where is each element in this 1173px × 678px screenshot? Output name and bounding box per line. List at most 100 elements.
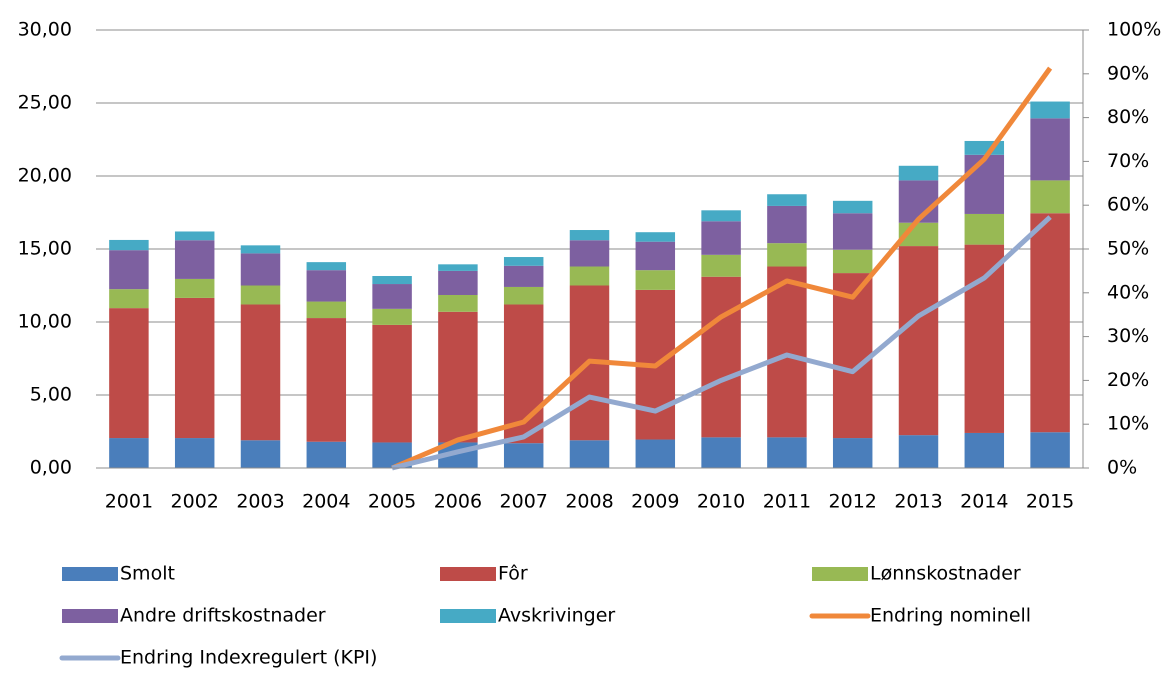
x-tick-label: 2013 bbox=[894, 491, 942, 513]
bar-segment bbox=[174, 240, 215, 279]
bar-segment bbox=[1030, 101, 1070, 119]
bar-segment bbox=[240, 253, 281, 286]
bar-segment bbox=[964, 432, 1005, 468]
bar-segment bbox=[438, 264, 478, 271]
legend-label: Lønnskostnader bbox=[870, 563, 1021, 585]
y2-tick-label: 40% bbox=[1107, 281, 1149, 303]
y2-tick-label: 0% bbox=[1107, 457, 1137, 479]
legend-label: Endring Indexregulert (KPI) bbox=[120, 647, 377, 669]
bar-segment bbox=[372, 284, 412, 309]
y-tick-label: 20,00 bbox=[18, 165, 72, 187]
bar-segment bbox=[109, 239, 149, 251]
bar-segment bbox=[503, 265, 544, 287]
bar-segment bbox=[701, 276, 741, 438]
bar-segment bbox=[832, 213, 873, 250]
y2-tick-label: 70% bbox=[1107, 150, 1149, 172]
bar-segment bbox=[898, 165, 939, 181]
bar-segment bbox=[701, 221, 741, 255]
bar-segment bbox=[964, 213, 1005, 245]
bar-segment bbox=[767, 205, 807, 244]
legend-label: Avskrivinger bbox=[498, 605, 615, 627]
bar-segment bbox=[438, 311, 478, 443]
bar-segment bbox=[109, 250, 149, 290]
bar-segment bbox=[767, 243, 807, 267]
y-tick-label: 30,00 bbox=[18, 19, 72, 41]
x-tick-label: 2006 bbox=[434, 491, 482, 513]
bar-segment bbox=[832, 273, 873, 439]
bar-segment bbox=[569, 266, 610, 286]
y2-tick-label: 90% bbox=[1107, 62, 1149, 84]
bar-segment bbox=[569, 230, 610, 241]
line-series bbox=[391, 215, 1052, 471]
bar-segment bbox=[306, 262, 347, 271]
bar-segment bbox=[964, 154, 1005, 214]
x-tick-label: 2014 bbox=[960, 491, 1008, 513]
bar-segment bbox=[898, 435, 939, 468]
bar-segment bbox=[240, 245, 281, 254]
bar-segment bbox=[701, 437, 741, 468]
x-tick-label: 2009 bbox=[631, 491, 679, 513]
y-tick-label: 0,00 bbox=[30, 457, 72, 479]
legend-swatch bbox=[440, 567, 496, 581]
bar-segment bbox=[174, 278, 215, 298]
bar-segment bbox=[1030, 213, 1070, 433]
legend-label: Endring nominell bbox=[870, 605, 1031, 627]
legend-label: Smolt bbox=[120, 563, 175, 585]
bar-segment bbox=[240, 440, 281, 468]
bar-segment bbox=[174, 231, 215, 241]
y-tick-label: 25,00 bbox=[18, 92, 72, 114]
bar-segment bbox=[1030, 180, 1070, 214]
x-tick-label: 2001 bbox=[105, 491, 153, 513]
bar-segment bbox=[635, 439, 676, 468]
y2-tick-label: 20% bbox=[1107, 369, 1149, 391]
y2-tick-label: 10% bbox=[1107, 413, 1149, 435]
y2-tick-label: 100% bbox=[1107, 19, 1161, 41]
bar-segment bbox=[898, 180, 939, 223]
bar-segment bbox=[1030, 118, 1070, 181]
bar-segment bbox=[503, 257, 544, 266]
bar-segment bbox=[109, 289, 149, 309]
bar-segment bbox=[503, 443, 544, 468]
bar-segment bbox=[306, 318, 347, 442]
bar-segment bbox=[635, 270, 676, 290]
legend-swatch bbox=[62, 609, 118, 623]
y2-tick-label: 30% bbox=[1107, 325, 1149, 347]
y2-tick-label: 60% bbox=[1107, 194, 1149, 216]
x-tick-label: 2010 bbox=[697, 491, 745, 513]
bar-segment bbox=[1030, 432, 1070, 468]
bar-segment bbox=[767, 437, 807, 468]
bar-segment bbox=[503, 286, 544, 305]
legend-label: Andre driftskostnader bbox=[120, 605, 326, 627]
bar-segment bbox=[306, 441, 347, 468]
bar-segment bbox=[109, 308, 149, 439]
bar-segment bbox=[372, 276, 412, 285]
y2-tick-label: 50% bbox=[1107, 238, 1149, 260]
line-series bbox=[391, 66, 1053, 471]
x-tick-label: 2005 bbox=[368, 491, 416, 513]
bar-segment bbox=[832, 438, 873, 468]
legend-swatch bbox=[440, 609, 496, 623]
bar-segment bbox=[635, 241, 676, 271]
legend-label: Fôr bbox=[498, 563, 528, 585]
bar-segment bbox=[767, 266, 807, 438]
bar-segment bbox=[832, 200, 873, 214]
x-tick-label: 2008 bbox=[565, 491, 613, 513]
bar-segment bbox=[240, 285, 281, 305]
bar-segment bbox=[306, 301, 347, 319]
x-tick-label: 2007 bbox=[500, 491, 548, 513]
bar-segment bbox=[767, 194, 807, 206]
bar-segment bbox=[701, 210, 741, 222]
bar-segment bbox=[964, 244, 1005, 433]
bar-segment bbox=[240, 304, 281, 441]
y2-tick-label: 80% bbox=[1107, 106, 1149, 128]
x-tick-label: 2011 bbox=[763, 491, 811, 513]
y-tick-label: 15,00 bbox=[18, 238, 72, 260]
bar-segment bbox=[438, 294, 478, 312]
bar-segment bbox=[174, 297, 215, 439]
x-tick-label: 2002 bbox=[171, 491, 219, 513]
bar-segment bbox=[109, 438, 149, 468]
bar-segment bbox=[438, 270, 478, 295]
x-tick-label: 2012 bbox=[829, 491, 877, 513]
bar-segment bbox=[569, 440, 610, 468]
